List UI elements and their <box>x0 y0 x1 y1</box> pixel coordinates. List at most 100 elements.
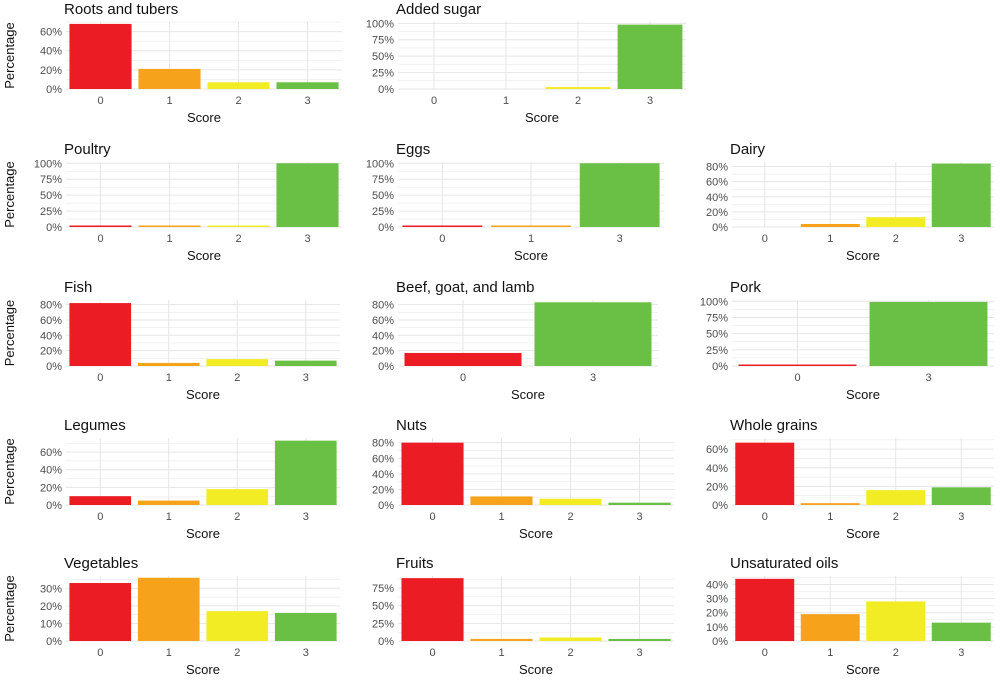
bar-score-0 <box>401 442 464 505</box>
y-tick-label: 50% <box>40 190 62 202</box>
y-tick-label: 50% <box>372 51 394 63</box>
bar-score-0 <box>69 496 132 505</box>
facet-title: Fish <box>64 279 92 296</box>
facet-title: Roots and tubers <box>64 1 178 18</box>
x-tick-label: 0 <box>97 372 103 384</box>
y-tick-label: 40% <box>40 46 62 58</box>
y-tick-label: 75% <box>372 583 394 595</box>
y-axis-label: Percentage <box>2 161 17 228</box>
x-tick-label: 0 <box>97 647 103 659</box>
x-tick-label: 1 <box>827 511 833 523</box>
y-tick-label: 0% <box>46 361 62 373</box>
x-tick-label: 2 <box>567 647 573 659</box>
x-tick-label: 3 <box>304 95 310 107</box>
y-tick-label: 80% <box>372 300 394 312</box>
x-tick-label: 0 <box>431 95 437 107</box>
x-axis-label: Score <box>525 110 559 125</box>
bar-score-1 <box>470 638 533 641</box>
facet-title: Added sugar <box>396 1 481 18</box>
y-tick-label: 20% <box>40 346 62 358</box>
x-tick-label: 1 <box>827 233 833 245</box>
y-tick-label: 60% <box>40 447 62 459</box>
y-tick-label: 75% <box>40 174 62 186</box>
y-tick-label: 10% <box>40 618 62 630</box>
y-tick-label: 20% <box>40 482 62 494</box>
bar-score-3 <box>276 163 339 227</box>
y-tick-label: 30% <box>706 594 728 606</box>
bar-score-3 <box>869 301 988 366</box>
y-tick-label: 25% <box>372 206 394 218</box>
y-tick-label: 40% <box>372 330 394 342</box>
bar-score-3 <box>534 302 652 366</box>
bar-score-0 <box>735 442 795 505</box>
bar-score-3 <box>276 82 339 89</box>
bar-score-0 <box>69 583 132 641</box>
x-tick-label: 2 <box>235 95 241 107</box>
y-tick-label: 40% <box>706 192 728 204</box>
facet-title: Fruits <box>396 555 434 572</box>
y-axis-label: Percentage <box>2 22 17 89</box>
x-tick-label: 3 <box>636 511 642 523</box>
y-tick-label: 100% <box>34 158 62 170</box>
y-tick-label: 0% <box>712 361 728 373</box>
facet-title: Eggs <box>396 141 430 158</box>
y-tick-label: 40% <box>706 579 728 591</box>
bar-score-3 <box>579 163 660 227</box>
x-tick-label: 1 <box>498 511 504 523</box>
y-tick-label: 25% <box>706 345 728 357</box>
bar-score-0 <box>401 578 464 641</box>
x-axis-label: Score <box>186 526 220 541</box>
y-tick-label: 75% <box>372 174 394 186</box>
x-axis-label: Score <box>519 662 553 677</box>
y-tick-label: 50% <box>706 329 728 341</box>
x-tick-label: 1 <box>503 95 509 107</box>
y-tick-label: 0% <box>712 222 728 234</box>
bar-score-2 <box>206 359 269 366</box>
x-tick-label: 3 <box>958 511 964 523</box>
bar-score-2 <box>206 489 269 505</box>
facet-title: Poultry <box>64 141 111 158</box>
x-tick-label: 1 <box>166 511 172 523</box>
x-tick-label: 2 <box>234 511 240 523</box>
x-tick-label: 0 <box>97 233 103 245</box>
x-tick-label: 0 <box>762 233 768 245</box>
bar-score-2 <box>545 87 611 89</box>
y-tick-label: 40% <box>706 463 728 475</box>
bar-score-3 <box>274 612 337 641</box>
y-tick-label: 0% <box>378 222 394 234</box>
y-tick-label: 10% <box>706 622 728 634</box>
y-tick-label: 40% <box>40 465 62 477</box>
x-axis-label: Score <box>511 387 545 402</box>
bar-score-0 <box>69 225 132 227</box>
x-tick-label: 3 <box>590 372 596 384</box>
x-axis-label: Score <box>846 526 880 541</box>
bar-score-1 <box>470 496 533 505</box>
bar-score-3 <box>274 440 337 505</box>
y-tick-label: 0% <box>712 636 728 648</box>
x-axis-label: Score <box>846 662 880 677</box>
y-tick-label: 60% <box>40 27 62 39</box>
bar-score-1 <box>800 223 860 227</box>
bar-score-3 <box>931 163 991 227</box>
x-tick-label: 0 <box>439 233 445 245</box>
y-axis-label: Percentage <box>2 575 17 642</box>
x-tick-label: 3 <box>617 233 623 245</box>
x-axis-label: Score <box>187 248 221 263</box>
x-tick-label: 0 <box>794 372 800 384</box>
y-tick-label: 0% <box>46 222 62 234</box>
bar-score-1 <box>137 577 200 641</box>
bar-score-2 <box>866 601 926 641</box>
y-axis-label: Percentage <box>2 300 17 367</box>
x-tick-label: 3 <box>636 647 642 659</box>
x-tick-label: 1 <box>528 233 534 245</box>
x-tick-label: 2 <box>567 511 573 523</box>
facet-title: Vegetables <box>64 555 138 572</box>
x-tick-label: 0 <box>429 511 435 523</box>
facet-title: Nuts <box>396 417 427 434</box>
